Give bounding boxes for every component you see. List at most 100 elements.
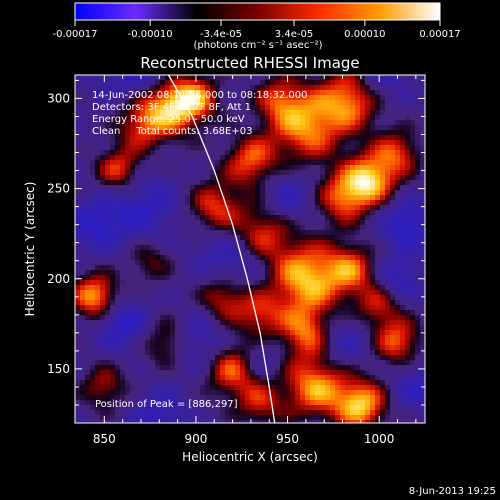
heatmap-cell <box>300 200 306 206</box>
heatmap-cell <box>215 300 221 306</box>
heatmap-cell <box>390 155 396 161</box>
heatmap-cell <box>190 265 196 271</box>
heatmap-cell <box>120 345 126 351</box>
heatmap-cell <box>235 320 241 326</box>
heatmap-cell <box>315 245 321 251</box>
heatmap-cell <box>345 300 351 306</box>
heatmap-cell <box>385 370 391 376</box>
heatmap-cell <box>300 215 306 221</box>
heatmap-cell <box>105 155 111 161</box>
heatmap-cell <box>250 375 256 381</box>
heatmap-cell <box>260 85 266 91</box>
chart-title: Reconstructed RHESSI Image <box>140 54 359 72</box>
heatmap-cell <box>345 185 351 191</box>
heatmap-cell <box>335 150 341 156</box>
heatmap-cell <box>345 130 351 136</box>
heatmap-cell <box>360 115 366 121</box>
heatmap-cell <box>240 175 246 181</box>
heatmap-cell <box>150 195 156 201</box>
heatmap-cell <box>335 285 341 291</box>
heatmap-cell <box>340 410 346 416</box>
heatmap-cell <box>355 290 361 296</box>
heatmap-cell <box>175 300 181 306</box>
heatmap-cell <box>95 310 101 316</box>
heatmap-cell <box>170 345 176 351</box>
heatmap-cell <box>140 180 146 186</box>
heatmap-cell <box>370 265 376 271</box>
heatmap-cell <box>305 355 311 361</box>
heatmap-cell <box>105 150 111 156</box>
heatmap-cell <box>310 245 316 251</box>
heatmap-cell <box>170 310 176 316</box>
heatmap-cell <box>410 395 416 401</box>
heatmap-cell <box>215 135 221 141</box>
heatmap-cell <box>320 200 326 206</box>
heatmap-cell <box>345 385 351 391</box>
heatmap-cell <box>400 410 406 416</box>
heatmap-cell <box>95 395 101 401</box>
heatmap-cell <box>90 345 96 351</box>
heatmap-cell <box>390 295 396 301</box>
heatmap-cell <box>380 305 386 311</box>
heatmap-cell <box>325 90 331 96</box>
heatmap-cell <box>385 410 391 416</box>
heatmap-cell <box>365 155 371 161</box>
heatmap-cell <box>250 325 256 331</box>
heatmap-cell <box>190 360 196 366</box>
heatmap-cell <box>420 75 425 81</box>
heatmap-cell <box>400 85 406 91</box>
heatmap-cell <box>145 265 151 271</box>
heatmap-cell <box>165 370 171 376</box>
heatmap-cell <box>240 310 246 316</box>
heatmap-cell <box>290 365 296 371</box>
heatmap-cell <box>355 255 361 261</box>
heatmap-cell <box>400 215 406 221</box>
heatmap-cell <box>115 290 121 296</box>
heatmap-cell <box>280 415 286 421</box>
heatmap-cell <box>135 105 141 111</box>
heatmap-cell <box>235 85 241 91</box>
heatmap-cell <box>350 195 356 201</box>
heatmap-cell <box>325 210 331 216</box>
heatmap-cell <box>230 305 236 311</box>
heatmap-cell <box>250 415 256 421</box>
heatmap-cell <box>95 155 101 161</box>
heatmap-cell <box>180 140 186 146</box>
heatmap-cell <box>195 245 201 251</box>
heatmap-cell <box>345 355 351 361</box>
heatmap-cell <box>360 85 366 91</box>
heatmap-cell <box>135 260 141 266</box>
heatmap-cell <box>275 170 281 176</box>
heatmap-cell <box>410 295 416 301</box>
heatmap-cell <box>220 260 226 266</box>
heatmap-cell <box>220 415 226 421</box>
heatmap-cell <box>95 140 101 146</box>
heatmap-cell <box>135 285 141 291</box>
heatmap-cell <box>115 190 121 196</box>
heatmap-cell <box>115 240 121 246</box>
heatmap-cell <box>420 225 425 231</box>
heatmap-cell <box>255 305 261 311</box>
heatmap-cell <box>390 360 396 366</box>
heatmap-cell <box>255 405 261 411</box>
heatmap-cell <box>85 215 91 221</box>
heatmap-cell <box>320 190 326 196</box>
heatmap-cell <box>420 165 425 171</box>
heatmap-cell <box>365 330 371 336</box>
heatmap-cell <box>195 85 201 91</box>
heatmap-cell <box>150 100 156 106</box>
heatmap-cell <box>295 300 301 306</box>
heatmap-cell <box>280 125 286 131</box>
heatmap-cell <box>170 110 176 116</box>
heatmap-cell <box>395 185 401 191</box>
heatmap-cell <box>360 75 366 81</box>
heatmap-cell <box>90 300 96 306</box>
heatmap-cell <box>190 200 196 206</box>
heatmap-cell <box>415 290 421 296</box>
heatmap-cell <box>115 300 121 306</box>
heatmap-cell <box>245 115 251 121</box>
heatmap-cell <box>145 400 151 406</box>
heatmap-cell <box>415 165 421 171</box>
heatmap-cell <box>145 210 151 216</box>
heatmap-cell <box>365 120 371 126</box>
